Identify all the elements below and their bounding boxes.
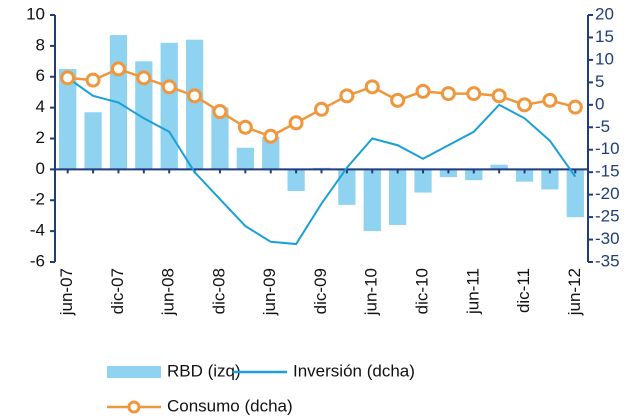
marker bbox=[136, 70, 152, 86]
y2-tick-label: -10 bbox=[595, 139, 620, 158]
bar bbox=[185, 39, 204, 170]
bar bbox=[465, 169, 483, 181]
bar bbox=[135, 61, 153, 170]
bar bbox=[160, 42, 178, 170]
marker bbox=[364, 79, 380, 95]
legend-marker bbox=[127, 400, 141, 414]
marker bbox=[339, 88, 355, 104]
bar bbox=[211, 107, 229, 170]
legend-label: Consumo (dcha) bbox=[167, 396, 293, 415]
bar bbox=[262, 136, 280, 170]
y2-tick-label: 5 bbox=[595, 72, 604, 91]
marker bbox=[263, 128, 279, 144]
marker bbox=[390, 92, 406, 108]
y-tick-label: 2 bbox=[36, 128, 45, 147]
legend-label: Inversión (dcha) bbox=[293, 361, 415, 380]
x-tick-label: dic-07 bbox=[108, 268, 127, 314]
legend-item: Consumo (dcha) bbox=[107, 396, 293, 415]
marker bbox=[161, 79, 177, 95]
y2-tick-label: -20 bbox=[595, 184, 620, 203]
marker bbox=[187, 88, 203, 104]
bar bbox=[84, 112, 102, 170]
y2-tick-label: -25 bbox=[595, 207, 620, 226]
x-tick-label: dic-11 bbox=[514, 268, 533, 313]
x-tick-label: jun-12 bbox=[565, 268, 584, 316]
y2-tick-label: -5 bbox=[595, 117, 610, 136]
bar bbox=[490, 164, 508, 170]
marker bbox=[542, 92, 558, 108]
y-tick-label: 8 bbox=[36, 35, 45, 54]
marker bbox=[567, 99, 583, 115]
y2-tick-label: 15 bbox=[595, 27, 614, 46]
bar bbox=[338, 169, 356, 205]
bar bbox=[236, 147, 254, 170]
marker bbox=[314, 101, 329, 117]
marker bbox=[237, 119, 253, 135]
y2-tick-label: -15 bbox=[595, 162, 620, 181]
marker bbox=[288, 115, 304, 131]
marker bbox=[517, 97, 533, 113]
x-tick-label: jun-08 bbox=[159, 268, 178, 316]
y2-tick-label: -30 bbox=[595, 229, 620, 248]
x-tick-label: jun-11 bbox=[463, 268, 482, 315]
marker bbox=[491, 88, 507, 104]
bar bbox=[59, 69, 77, 170]
legend-item: RBD (izq) bbox=[107, 361, 241, 380]
bar bbox=[287, 169, 305, 191]
y2-tick-label: -35 bbox=[595, 251, 620, 270]
marker bbox=[212, 104, 228, 120]
marker bbox=[466, 86, 482, 102]
bar bbox=[541, 169, 559, 190]
y-tick-label: 4 bbox=[36, 97, 45, 116]
x-tick-label: jun-07 bbox=[57, 268, 76, 316]
x-tick-label: dic-08 bbox=[209, 268, 228, 314]
legend-swatch bbox=[107, 366, 161, 378]
x-tick-label: jun-10 bbox=[362, 268, 381, 316]
y-tick-label: 10 bbox=[26, 4, 45, 23]
marker bbox=[85, 72, 101, 88]
y-tick-label: 0 bbox=[36, 159, 45, 178]
marker bbox=[60, 70, 76, 86]
y-tick-label: 6 bbox=[36, 66, 45, 85]
line bbox=[67, 77, 577, 246]
marker bbox=[440, 86, 456, 102]
bar bbox=[566, 169, 584, 218]
bar bbox=[515, 169, 534, 182]
y-tick-label: -4 bbox=[30, 221, 45, 240]
bar bbox=[389, 169, 407, 225]
bar bbox=[363, 169, 381, 232]
x-tick-label: dic-10 bbox=[413, 268, 432, 314]
legend-item: Inversión (dcha) bbox=[233, 361, 415, 380]
marker bbox=[415, 83, 431, 99]
x-tick-label: dic-09 bbox=[311, 268, 330, 314]
y-tick-label: -2 bbox=[30, 190, 45, 209]
y2-tick-label: 0 bbox=[595, 94, 604, 113]
legend-label: RBD (izq) bbox=[167, 361, 241, 380]
y2-tick-label: 20 bbox=[595, 4, 614, 23]
y2-tick-label: 10 bbox=[595, 49, 614, 68]
y-tick-label: -6 bbox=[30, 251, 45, 270]
marker bbox=[110, 61, 126, 77]
x-tick-label: jun-09 bbox=[260, 268, 279, 316]
bar bbox=[414, 169, 432, 193]
